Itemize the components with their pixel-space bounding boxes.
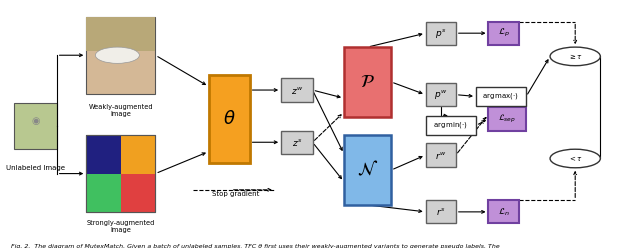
FancyBboxPatch shape bbox=[426, 143, 456, 167]
FancyBboxPatch shape bbox=[476, 87, 526, 106]
FancyBboxPatch shape bbox=[209, 75, 250, 163]
FancyBboxPatch shape bbox=[14, 103, 57, 149]
FancyBboxPatch shape bbox=[426, 83, 456, 106]
FancyBboxPatch shape bbox=[488, 107, 526, 131]
FancyBboxPatch shape bbox=[281, 78, 312, 102]
Text: $z^{w}$: $z^{w}$ bbox=[291, 85, 303, 95]
FancyBboxPatch shape bbox=[426, 22, 456, 45]
Text: $r^{s}$: $r^{s}$ bbox=[436, 206, 445, 217]
FancyBboxPatch shape bbox=[488, 22, 518, 45]
Text: $\mathcal{P}$: $\mathcal{P}$ bbox=[360, 73, 375, 91]
Text: Stop gradient: Stop gradient bbox=[212, 191, 260, 197]
FancyBboxPatch shape bbox=[488, 200, 518, 223]
Text: $\mathcal{L}_p$: $\mathcal{L}_p$ bbox=[497, 27, 509, 39]
Text: $z^{s}$: $z^{s}$ bbox=[292, 137, 302, 148]
Text: $\theta$: $\theta$ bbox=[223, 110, 236, 128]
Text: $\mathrm{arg\,max}(\cdot)$: $\mathrm{arg\,max}(\cdot)$ bbox=[483, 92, 520, 101]
FancyBboxPatch shape bbox=[86, 135, 121, 174]
Text: Strongly-augmented
Image: Strongly-augmented Image bbox=[86, 220, 155, 233]
FancyBboxPatch shape bbox=[86, 17, 156, 93]
Text: $\geq\tau$: $\geq\tau$ bbox=[568, 52, 582, 61]
FancyBboxPatch shape bbox=[281, 131, 312, 154]
FancyBboxPatch shape bbox=[344, 47, 391, 117]
FancyBboxPatch shape bbox=[426, 116, 476, 135]
Circle shape bbox=[550, 149, 600, 168]
Text: $\mathcal{L}_{sep}$: $\mathcal{L}_{sep}$ bbox=[499, 113, 516, 125]
FancyBboxPatch shape bbox=[86, 17, 156, 51]
FancyBboxPatch shape bbox=[344, 135, 391, 205]
Text: $\mathcal{N}$: $\mathcal{N}$ bbox=[357, 160, 378, 180]
FancyBboxPatch shape bbox=[121, 135, 156, 174]
FancyBboxPatch shape bbox=[121, 174, 156, 212]
Text: $p^{w}$: $p^{w}$ bbox=[434, 88, 447, 101]
FancyBboxPatch shape bbox=[86, 135, 156, 212]
Text: Fig. 2.  The diagram of MutexMatch. Given a batch of unlabeled samples, TFC θ fi: Fig. 2. The diagram of MutexMatch. Given… bbox=[11, 244, 500, 248]
Circle shape bbox=[550, 47, 600, 66]
FancyBboxPatch shape bbox=[426, 200, 456, 223]
Text: $\mathcal{L}_n$: $\mathcal{L}_n$ bbox=[497, 206, 509, 218]
Text: $r^{w}$: $r^{w}$ bbox=[435, 150, 447, 160]
FancyBboxPatch shape bbox=[86, 174, 121, 212]
Text: Unlabeled Image: Unlabeled Image bbox=[6, 165, 65, 171]
Text: $\mathrm{arg\,min}(\cdot)$: $\mathrm{arg\,min}(\cdot)$ bbox=[433, 121, 468, 130]
Text: $<\tau$: $<\tau$ bbox=[568, 154, 582, 163]
Circle shape bbox=[95, 47, 140, 63]
Text: ◉: ◉ bbox=[31, 116, 40, 126]
Text: $p^{s}$: $p^{s}$ bbox=[435, 27, 446, 40]
Text: Weakly-augmented
Image: Weakly-augmented Image bbox=[88, 104, 153, 117]
